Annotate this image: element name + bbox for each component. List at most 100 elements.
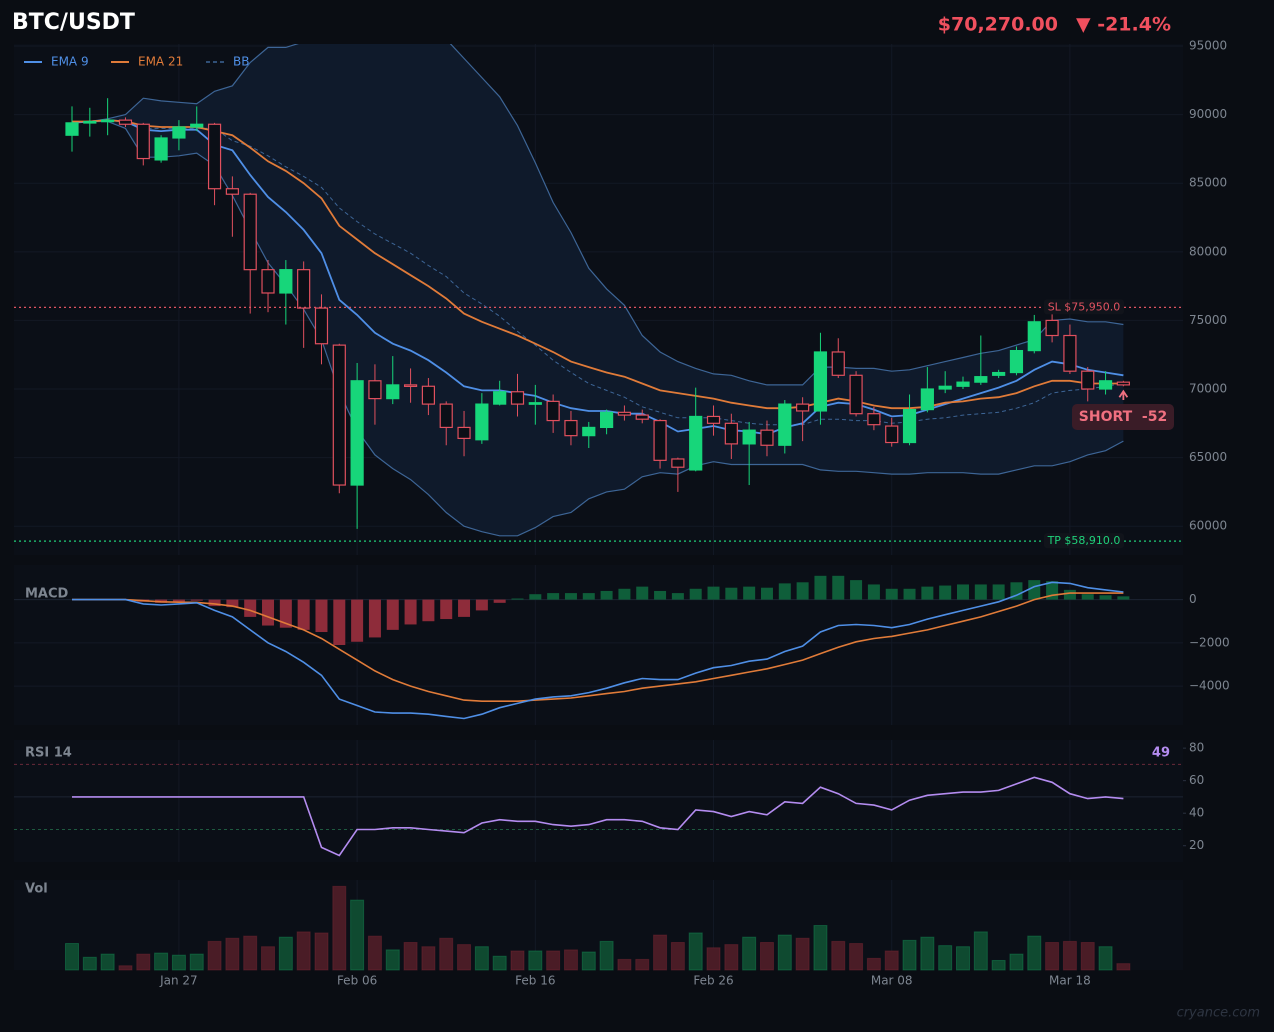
annotation: SHORT -52 — [1079, 409, 1167, 425]
candle-body — [403, 384, 418, 387]
watermark: cryance.com — [1177, 1006, 1260, 1021]
candle-body — [760, 429, 774, 446]
line-series — [72, 119, 1124, 410]
y-tick-label: 20 — [1189, 838, 1204, 852]
histogram-bar — [1117, 596, 1130, 600]
volume-bar — [367, 935, 382, 971]
x-tick-label: Feb 26 — [693, 974, 733, 988]
candle-body — [742, 429, 756, 445]
histogram-bar — [867, 584, 880, 600]
volume-bar — [777, 934, 792, 971]
candle-body — [849, 374, 863, 415]
legend-label: BB — [233, 55, 249, 69]
volume-bar — [706, 947, 721, 971]
candle-body — [867, 413, 881, 426]
histogram-bar — [475, 599, 488, 611]
histogram-bar — [921, 586, 934, 600]
candle-body — [599, 411, 614, 429]
candle-body — [172, 126, 186, 139]
candle-body — [207, 123, 222, 190]
volume-bar — [510, 950, 525, 971]
volume-bar — [938, 945, 953, 971]
macd-panel — [14, 565, 1183, 725]
macd-title: MACD — [25, 587, 69, 602]
candle-body — [635, 414, 649, 420]
y-tick-label: 85000 — [1189, 176, 1227, 190]
volume-bar — [831, 940, 846, 971]
volume-bar — [492, 955, 507, 971]
volume-bar — [742, 936, 757, 971]
histogram-bar — [262, 599, 275, 626]
volume-bar — [261, 946, 276, 971]
volume-bar — [439, 937, 454, 971]
x-tick-label: Mar 08 — [871, 974, 913, 988]
volume-bar — [759, 941, 774, 971]
histogram-bar — [974, 584, 987, 600]
macd-line — [72, 581, 1124, 720]
histogram-bar — [511, 598, 524, 600]
price-plot — [14, 44, 1183, 537]
candle-body — [938, 385, 952, 390]
volume-bar — [849, 943, 864, 971]
band-upper — [71, 44, 1124, 386]
x-tick-label: Feb 06 — [337, 974, 377, 988]
candle-body — [902, 408, 917, 444]
level-label-box — [1044, 533, 1124, 549]
candle-body — [279, 269, 293, 294]
rsi-panel — [14, 740, 1183, 862]
volume-bar — [457, 944, 472, 971]
histogram-bar — [885, 588, 898, 600]
volume-bar — [653, 934, 668, 971]
candle-body — [724, 422, 738, 445]
histogram-bar — [689, 588, 702, 600]
histogram-bar — [850, 580, 863, 600]
volume-bar — [635, 958, 650, 971]
volume-bar — [1027, 935, 1042, 971]
x-tick-label: Mar 18 — [1049, 974, 1091, 988]
volume-bar — [1098, 946, 1113, 971]
histogram-bar — [725, 587, 738, 600]
x-tick-label: Feb 16 — [515, 974, 555, 988]
histogram-bar — [1099, 595, 1112, 600]
candle-body — [582, 426, 596, 437]
histogram-bar — [707, 586, 720, 600]
candle-body — [368, 380, 382, 400]
histogram-bar — [368, 599, 381, 638]
candle-body — [136, 123, 150, 160]
y-tick-label: 80000 — [1189, 244, 1227, 258]
histogram-bar — [957, 584, 969, 600]
histogram-bar — [279, 599, 292, 628]
volume-bar — [207, 940, 222, 971]
y-tick-label: 90000 — [1189, 107, 1227, 121]
candle-body — [101, 119, 115, 123]
candle-body — [885, 425, 899, 444]
histogram-bar — [1010, 582, 1023, 600]
candle-body — [653, 419, 667, 461]
candle-body — [421, 385, 435, 405]
volume-bar — [724, 944, 739, 971]
candle-body — [118, 119, 133, 125]
histogram-bar — [386, 599, 399, 630]
rsi-title: RSI 14 — [25, 746, 72, 761]
histogram-bar — [190, 599, 203, 601]
rsi-last-value: 49 — [1152, 746, 1170, 761]
volume-bar — [154, 952, 169, 971]
volume-bar — [136, 953, 151, 971]
histogram-bar — [564, 593, 577, 600]
volume-bar — [956, 946, 970, 971]
candle-body — [154, 137, 168, 161]
candle-body — [617, 411, 632, 416]
candle-body — [297, 269, 311, 309]
candle-body — [332, 344, 346, 486]
histogram-bar — [351, 599, 364, 642]
volume-bar — [474, 946, 489, 971]
y-tick-label: 60 — [1189, 773, 1204, 787]
histogram-bar — [226, 599, 239, 608]
candle-body — [1009, 350, 1024, 374]
candle-body — [831, 351, 845, 376]
histogram-bar — [547, 593, 560, 600]
histogram-bar — [315, 599, 328, 633]
level-label-box — [1044, 299, 1124, 315]
y-tick-label: 70000 — [1189, 382, 1227, 396]
volume-bar — [795, 937, 810, 971]
